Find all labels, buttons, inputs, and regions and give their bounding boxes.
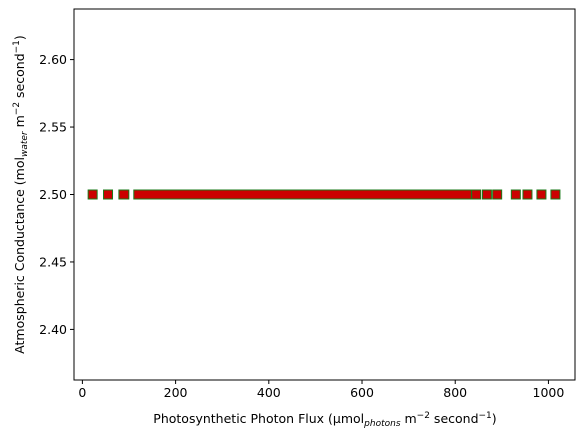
y-axis-label: Atmospheric Conductance (molwater m−2 se… xyxy=(12,35,30,354)
x-tick-label: 800 xyxy=(443,385,467,400)
data-point xyxy=(204,190,213,199)
data-point xyxy=(281,190,290,199)
x-axis-label: Photosynthetic Photon Flux (µmolphotons … xyxy=(153,411,496,429)
series-2 xyxy=(88,190,560,199)
x-tick-label: 200 xyxy=(164,385,188,400)
data-point xyxy=(337,190,346,199)
data-point xyxy=(225,190,234,199)
x-tick-label: 400 xyxy=(257,385,281,400)
data-point xyxy=(455,190,464,199)
data-point xyxy=(302,190,311,199)
data-point xyxy=(309,190,318,199)
data-point xyxy=(378,190,387,199)
y-tick-label: 2.60 xyxy=(39,52,67,67)
data-point xyxy=(372,190,380,199)
data-point xyxy=(295,190,304,199)
data-point xyxy=(260,190,269,199)
data-point xyxy=(358,190,367,199)
data-point xyxy=(316,190,325,199)
data-point xyxy=(232,190,241,199)
data-point xyxy=(344,190,353,199)
data-point xyxy=(183,190,192,199)
data-point xyxy=(420,190,429,199)
data-point xyxy=(155,190,164,199)
y-tick-label: 2.55 xyxy=(39,120,67,135)
x-tick-label: 600 xyxy=(350,385,374,400)
data-point xyxy=(288,190,297,199)
data-point xyxy=(274,190,283,199)
x-axis-ticks: 0 200 400 600 800 1000 xyxy=(78,380,564,400)
data-point xyxy=(253,190,262,199)
data-point xyxy=(399,190,408,199)
data-point xyxy=(385,190,394,199)
data-point xyxy=(330,190,339,199)
data-point xyxy=(162,190,171,199)
data-point xyxy=(523,190,532,199)
data-point xyxy=(218,190,227,199)
data-point xyxy=(406,190,415,199)
data-point xyxy=(365,190,374,199)
data-point xyxy=(323,190,332,199)
x-tick-label: 1000 xyxy=(533,385,565,400)
y-tick-label: 2.50 xyxy=(39,187,67,202)
data-point xyxy=(472,190,481,199)
data-point xyxy=(441,190,450,199)
series-layer xyxy=(87,189,561,200)
data-point xyxy=(462,190,471,199)
data-point xyxy=(493,190,502,199)
y-tick-label: 2.40 xyxy=(39,322,67,337)
data-point xyxy=(120,190,129,199)
data-point xyxy=(246,190,255,199)
data-point xyxy=(482,190,491,199)
data-point xyxy=(267,190,276,199)
data-point xyxy=(211,190,220,199)
data-point xyxy=(448,190,457,199)
data-point xyxy=(148,190,157,199)
data-point xyxy=(511,190,520,199)
y-axis-ticks: 2.40 2.45 2.50 2.55 2.60 xyxy=(39,52,74,337)
data-point xyxy=(104,190,113,199)
data-point xyxy=(239,190,248,199)
data-point xyxy=(190,190,199,199)
data-point xyxy=(392,190,401,199)
data-point xyxy=(134,190,143,199)
data-point xyxy=(427,190,436,199)
data-point xyxy=(413,190,422,199)
y-tick-label: 2.45 xyxy=(39,254,67,269)
data-point xyxy=(176,190,185,199)
data-point xyxy=(169,190,178,199)
x-tick-label: 0 xyxy=(78,385,86,400)
data-point xyxy=(551,190,560,199)
data-point xyxy=(351,190,360,199)
data-point xyxy=(434,190,443,199)
data-point xyxy=(537,190,546,199)
data-point xyxy=(88,190,97,199)
data-point xyxy=(197,190,206,199)
data-point xyxy=(141,190,150,199)
